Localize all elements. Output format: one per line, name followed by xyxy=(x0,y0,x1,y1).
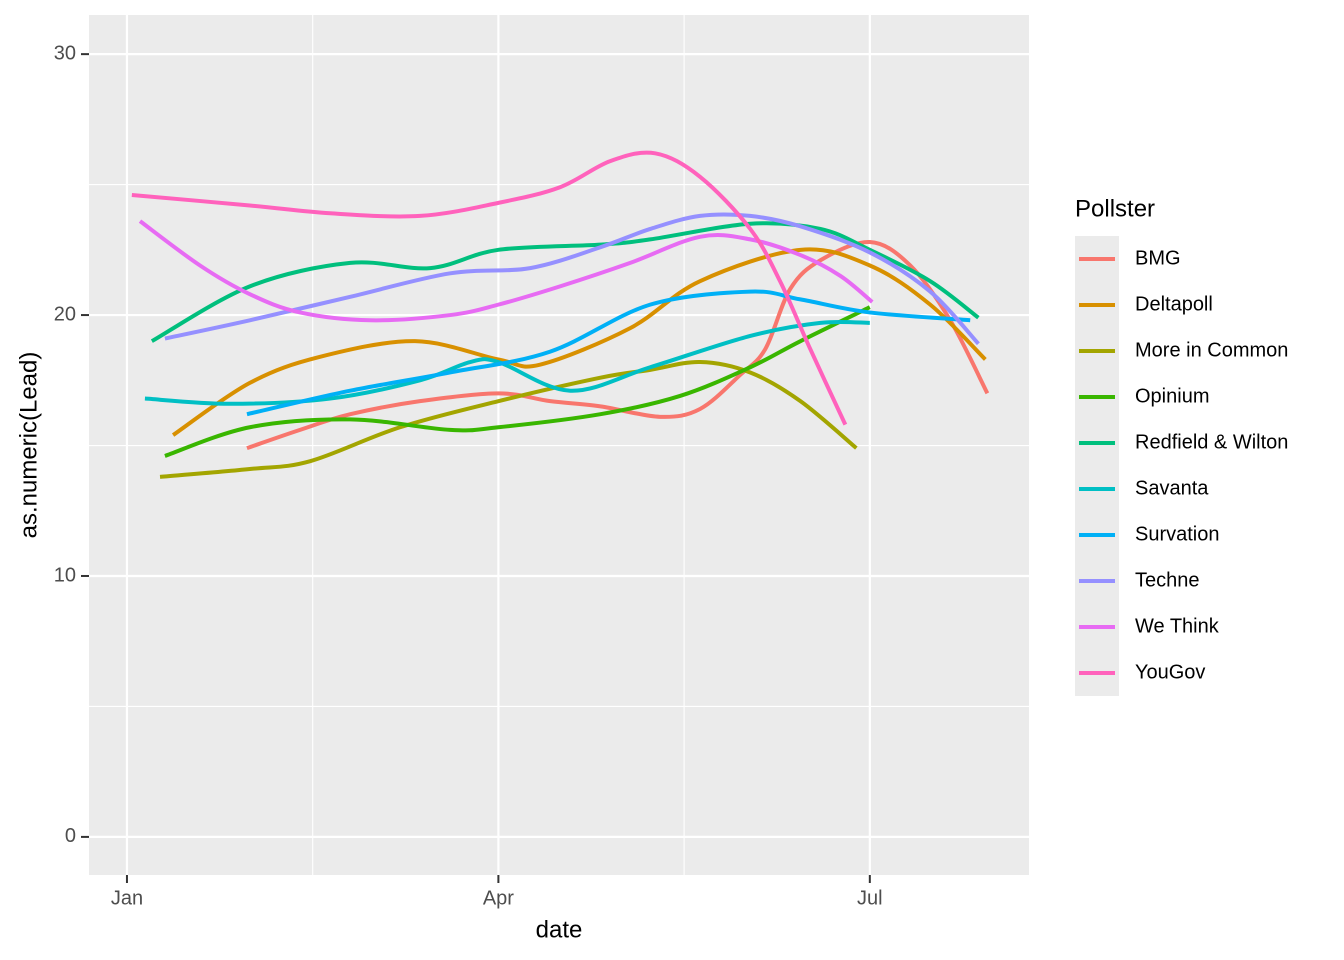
legend-label: Survation xyxy=(1135,523,1220,545)
legend-label: We Think xyxy=(1135,615,1220,637)
series-line xyxy=(246,289,971,417)
x-tick-label: Apr xyxy=(483,887,514,909)
series-line xyxy=(138,219,874,323)
lines xyxy=(131,150,990,479)
y-tick-label: 20 xyxy=(54,303,76,325)
legend-label: YouGov xyxy=(1135,661,1205,683)
series-line xyxy=(164,305,871,458)
legend-title: Pollster xyxy=(1075,195,1155,222)
legend-label: Redfield & Wilton xyxy=(1135,431,1288,453)
legend-label: Deltapoll xyxy=(1135,293,1213,315)
legend-label: Savanta xyxy=(1135,477,1209,499)
legend-key-background xyxy=(1075,236,1119,696)
axes: 0 10 20 30 Jan Apr Jul xyxy=(54,42,883,909)
legend-label: Techne xyxy=(1135,569,1200,591)
legend-label: More in Common xyxy=(1135,339,1288,361)
x-tick-label: Jul xyxy=(857,887,883,909)
y-tick-label: 30 xyxy=(54,42,76,64)
x-tick-label: Jan xyxy=(111,887,143,909)
y-tick-label: 10 xyxy=(54,564,76,586)
x-axis-title: date xyxy=(536,916,583,943)
series-line xyxy=(164,212,980,346)
legend-label: Opinium xyxy=(1135,385,1209,407)
series-line xyxy=(159,360,858,479)
legend: BMG Deltapoll More in Common Opinium Redfiel… xyxy=(1075,236,1288,696)
grid xyxy=(89,15,1029,875)
series-line xyxy=(131,150,848,426)
y-axis-title: as.numeric(Lead) xyxy=(15,352,42,539)
legend-label: BMG xyxy=(1135,247,1181,269)
series-line xyxy=(246,240,990,451)
series-line xyxy=(171,247,987,437)
y-tick-label: 0 xyxy=(65,825,76,847)
